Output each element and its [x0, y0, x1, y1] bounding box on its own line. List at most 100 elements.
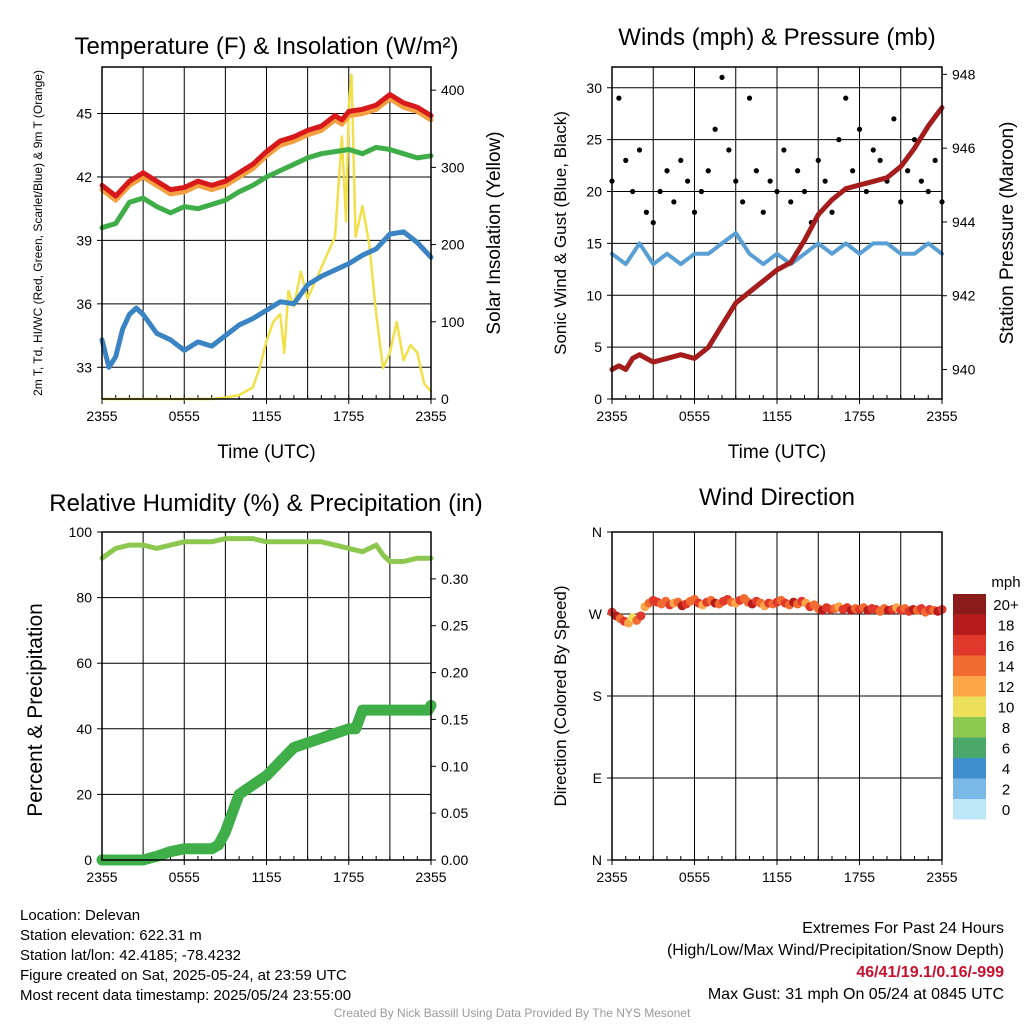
y-tick-label: N: [592, 524, 602, 540]
legend-swatch: [953, 778, 986, 799]
legend-swatch: [953, 799, 986, 820]
y-tick-label: 45: [76, 106, 92, 122]
x-tick-label: 2355: [596, 408, 627, 424]
y-tick-label: 10: [586, 287, 602, 303]
recent-timestamp: Most recent data timestamp: 2025/05/24 2…: [20, 987, 352, 1004]
x-tick-label: 0555: [679, 408, 710, 424]
gust-point: [664, 168, 670, 174]
gust-point: [705, 168, 711, 174]
rh-line: [99, 536, 434, 564]
y-right-tick-label: 300: [441, 159, 465, 175]
legend-label: 10: [998, 700, 1015, 717]
y-tick-label: W: [589, 606, 603, 622]
y-right-tick-label: 0.10: [441, 758, 468, 774]
figure-created: Figure created on Sat, 2025-05-24, at 23…: [20, 967, 347, 984]
series-line-0: [99, 92, 434, 199]
y-tick-label: 80: [76, 590, 92, 606]
legend-label: 2: [1002, 782, 1010, 799]
gust-point: [671, 199, 677, 205]
panel-2: 2355 0555 1155 1755 235505101520253094094294…: [551, 24, 1018, 463]
gust-point: [767, 178, 773, 184]
gust-point: [630, 188, 636, 195]
x-tick-label: 2355: [86, 869, 117, 885]
gust-point: [815, 157, 821, 163]
y-right-tick-label: 942: [952, 288, 976, 304]
gust-point: [788, 199, 794, 205]
y-right-tick-label: 0.15: [441, 711, 468, 727]
y-tick-label: 42: [76, 169, 92, 185]
legend-swatch: [953, 614, 986, 635]
plot-frame: [611, 66, 943, 400]
max-gust: Max Gust: 31 mph On 05/24 at 0845 UTC: [707, 986, 1004, 1003]
y-right-tick-label: 0: [441, 391, 449, 407]
gust-point: [726, 147, 732, 153]
gust-point: [753, 168, 759, 174]
y-tick-label: 25: [586, 132, 602, 148]
legend-label: 4: [1002, 761, 1010, 778]
gust-point: [932, 157, 938, 163]
x-tick-label: 2355: [415, 869, 446, 885]
gust-point: [850, 168, 856, 174]
station-latlon: Station lat/lon: 42.4185; -78.4232: [20, 947, 242, 964]
gust-point: [898, 199, 904, 205]
y-tick-label: 5: [594, 339, 602, 355]
y-axis-label: Direction (Colored By Speed): [551, 585, 570, 806]
x-tick-label: 0555: [169, 869, 200, 885]
legend-label: 14: [998, 659, 1015, 676]
chart-title: Winds (mph) & Pressure (mb): [618, 24, 935, 51]
extremes-subtitle: (High/Low/Max Wind/Precipitation/Snow De…: [666, 942, 1004, 959]
gust-point: [712, 126, 718, 132]
gust-point: [760, 209, 766, 215]
series-line-3: [99, 229, 434, 370]
y-right-tick-label: 0.25: [441, 618, 468, 634]
gust-point: [822, 178, 828, 184]
legend-label: 18: [998, 618, 1015, 635]
x-tick-label: 1155: [251, 869, 281, 885]
gust-point: [911, 137, 918, 143]
legend-swatch: [953, 758, 986, 779]
x-tick-label: 1155: [762, 408, 792, 424]
extremes-values: 46/41/19.1/0.16/-999: [856, 964, 1004, 981]
gust-point: [891, 116, 897, 122]
y-right-tick-label: 0.00: [441, 852, 468, 868]
x-tick-label: 2355: [926, 869, 957, 885]
x-tick-label: 1755: [844, 869, 875, 885]
y-tick-label: S: [593, 688, 602, 704]
legend-swatch: [953, 737, 986, 758]
y-right-tick-label: 0.30: [441, 571, 468, 587]
y-right-tick-label: 100: [441, 314, 465, 330]
y-tick-label: 20: [76, 786, 92, 802]
y-tick-label: 100: [69, 524, 93, 540]
gust-point: [616, 95, 622, 101]
gust-point: [678, 157, 684, 163]
y-right-tick-label: 946: [952, 140, 976, 156]
gust-point: [685, 178, 691, 184]
x-tick-label: 2355: [596, 869, 627, 885]
station-info: Location: Delevan Station elevation: 622…: [20, 906, 351, 1006]
y-axis-label: Sonic Wind & Gust (Blue, Black): [551, 111, 570, 355]
y-right-tick-label: 948: [952, 66, 976, 82]
plot-frame: [101, 531, 432, 861]
legend-swatch: [953, 696, 986, 717]
plot-frame: [101, 66, 432, 400]
legend-swatch: [953, 676, 986, 697]
precip-line: [96, 699, 437, 866]
extremes-panel: Extremes For Past 24 Hours (High/Low/Max…: [667, 918, 1004, 1006]
y-right-tick-label: 400: [441, 82, 465, 98]
series-line-2: [99, 144, 434, 231]
x-tick-label: 2355: [415, 408, 446, 424]
y-tick-label: 20: [586, 184, 602, 200]
chart-title: Wind Direction: [699, 484, 855, 511]
panel-1: 2355 0555 1155 1755 2355 33 36 39 42 45 0 100 200 300…: [31, 33, 505, 463]
x-tick-label: 2355: [926, 408, 957, 424]
extremes-title: Extremes For Past 24 Hours: [802, 920, 1004, 937]
chart-title: Relative Humidity (%) & Precipitation (i…: [49, 490, 482, 517]
station-location: Location: Delevan: [20, 907, 141, 924]
gust-point: [863, 188, 869, 195]
legend-label: 8: [1002, 720, 1010, 737]
gust-point: [918, 178, 924, 184]
y-right-tick-label: 0.20: [441, 665, 468, 681]
legend-label: 20+: [993, 597, 1019, 614]
wind-line: [610, 231, 944, 267]
gust-point: [836, 137, 842, 143]
